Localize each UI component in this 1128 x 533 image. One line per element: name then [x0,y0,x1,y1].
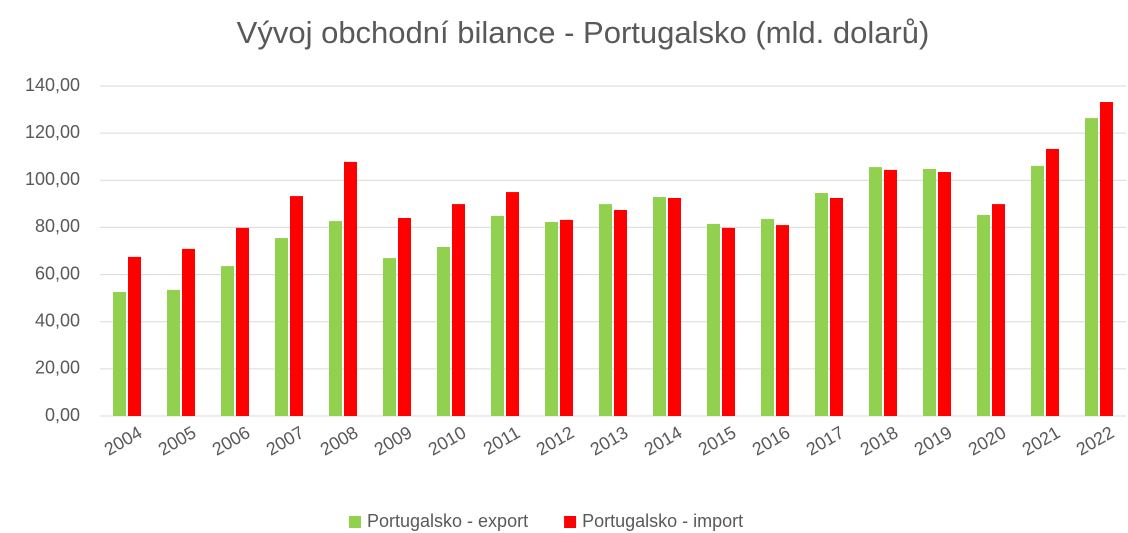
x-tick-label: 2017 [803,422,848,459]
y-tick-label: 20,00 [35,358,80,378]
y-tick-label: 140,00 [25,75,80,95]
legend-swatch [564,516,577,528]
bar [221,266,234,416]
x-tick-label: 2020 [965,422,1010,459]
bar [599,204,612,416]
y-tick-label: 40,00 [35,310,80,330]
bar [383,258,396,416]
x-tick-label: 2018 [857,422,902,459]
bar [992,204,1005,416]
y-tick-label: 100,00 [25,169,80,189]
x-tick-label: 2022 [1073,422,1118,459]
y-tick-label: 0,00 [45,405,80,425]
bar [329,221,342,416]
bar [707,223,720,416]
bar [977,214,990,416]
x-tick-label: 2021 [1019,422,1064,459]
bar [182,248,195,416]
bar [869,167,882,416]
legend-swatch [349,516,361,528]
bar [398,218,411,416]
bar [614,209,627,416]
bar [1100,102,1113,417]
bar [938,172,951,416]
chart-title: Vývoj obchodní bilance - Portugalsko (ml… [237,15,930,50]
bar [761,218,774,416]
bar [344,161,357,416]
x-tick-label: 2010 [425,422,470,459]
x-tick-label: 2016 [749,422,794,459]
bar [884,169,897,416]
legend-label: Portugalsko - export [367,511,528,531]
bar [506,192,519,416]
x-tick-label: 2006 [209,422,254,459]
bar [437,246,450,416]
y-tick-label: 60,00 [35,263,80,283]
x-tick-label: 2005 [155,422,200,459]
legend-label: Portugalsko - import [582,511,743,531]
bar [1085,118,1098,417]
x-tick-label: 2008 [317,422,362,459]
bar [491,215,504,416]
bar [1031,165,1044,416]
x-tick-label: 2011 [480,422,524,459]
bar [923,168,936,416]
x-tick-label: 2007 [263,422,308,459]
bar [290,196,303,416]
bar [1046,148,1059,416]
bar [545,222,558,416]
bar [113,292,126,416]
y-tick-label: 120,00 [25,122,80,142]
bar [452,204,465,416]
bar [128,256,141,416]
x-tick-label: 2013 [587,422,632,459]
bar [668,197,681,416]
x-tick-label: 2015 [695,422,740,459]
y-tick-label: 80,00 [35,216,80,236]
bar [830,197,843,416]
bar [167,289,180,416]
bar [722,227,735,416]
bar [236,227,249,416]
x-tick-label: 2009 [371,422,416,459]
bar [815,193,828,416]
x-tick-label: 2014 [641,422,686,459]
bar [560,219,573,416]
x-tick-label: 2019 [911,422,956,459]
bar [653,197,666,416]
bar [275,238,288,416]
bar [776,225,789,416]
x-tick-label: 2012 [533,422,578,459]
x-tick-label: 2004 [101,422,146,459]
